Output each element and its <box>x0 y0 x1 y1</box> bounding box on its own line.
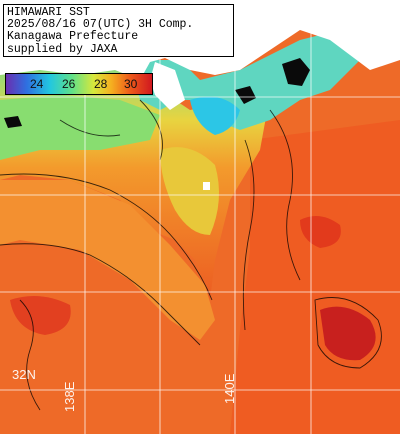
warm-east-region <box>230 120 400 434</box>
legend-tick-28: 28 <box>94 77 108 91</box>
region-label: Kanagawa Prefecture <box>7 30 139 44</box>
green-west-band <box>0 95 160 160</box>
yellow-patch <box>160 147 219 235</box>
mid-warm-band <box>0 180 215 340</box>
product-title: HIMAWARI SST <box>7 6 90 19</box>
cold-coastal-water <box>130 30 360 130</box>
land-peninsula <box>150 62 185 110</box>
no-data-patch-1 <box>282 58 310 86</box>
lat-label-32n: 32N <box>12 367 36 382</box>
hot-patch-east <box>320 306 376 361</box>
credit-label: supplied by JAXA <box>7 42 118 56</box>
cyan-bay <box>190 96 240 135</box>
legend-tick-26: 26 <box>62 77 76 91</box>
no-data-patch-3 <box>4 116 22 128</box>
legend-tick-24: 24 <box>30 77 44 91</box>
contour-lines <box>0 99 382 411</box>
info-box: HIMAWARI SST 2025/08/16 07(UTC) 3H Comp.… <box>3 4 234 57</box>
color-legend: 24 26 28 30 <box>5 73 153 95</box>
land-izu-island <box>203 182 210 190</box>
legend-tick-30: 30 <box>124 77 138 91</box>
date-label: 2025/08/16 07(UTC) 3H Comp. <box>7 18 194 32</box>
lon-label-140e: 140E <box>222 373 237 404</box>
no-data-patch-2 <box>235 86 256 104</box>
hot-patch-east-small <box>300 216 341 248</box>
lon-label-138e: 138E <box>62 381 77 412</box>
legend-gradient <box>6 74 152 94</box>
